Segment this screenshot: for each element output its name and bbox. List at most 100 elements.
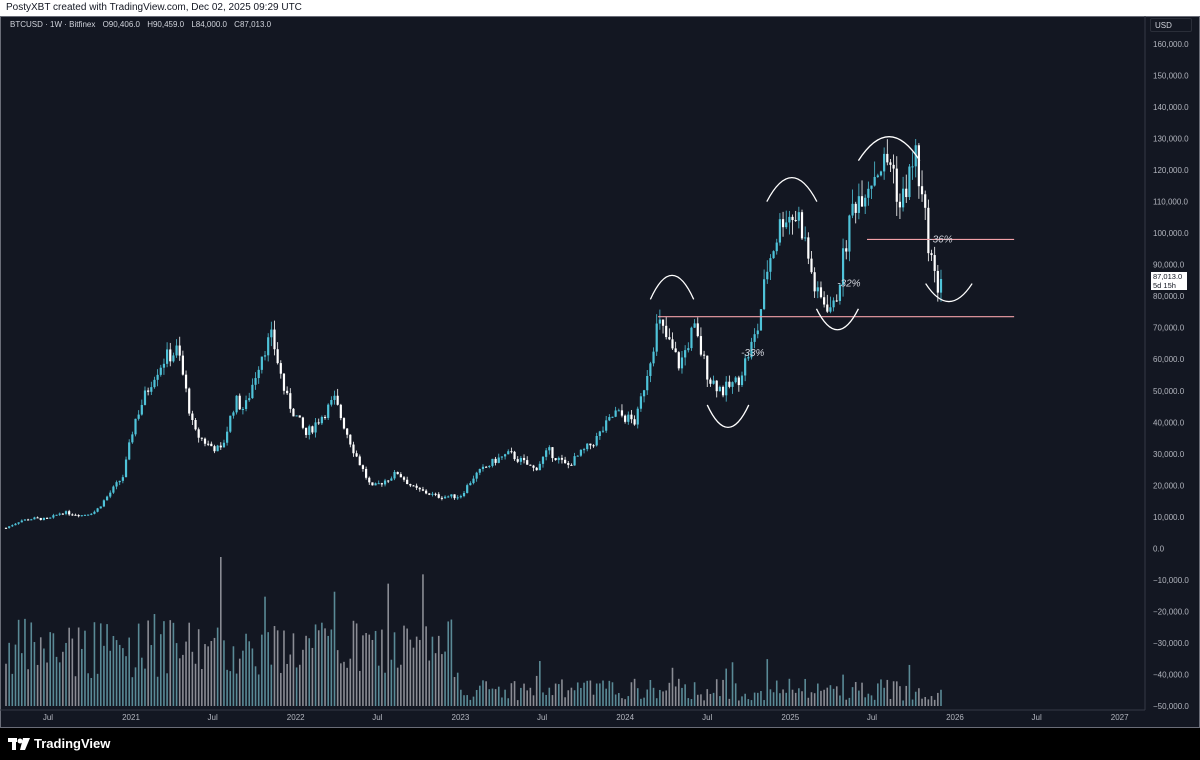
candle-body bbox=[99, 506, 102, 509]
volume-bar bbox=[652, 687, 655, 706]
candle-body bbox=[611, 416, 614, 418]
volume-bar bbox=[238, 658, 241, 706]
candle-body bbox=[49, 517, 52, 519]
candle-body bbox=[696, 323, 699, 337]
top-arc[interactable] bbox=[766, 177, 818, 202]
time-tick-label: Jul bbox=[702, 713, 712, 722]
tradingview-logo-icon bbox=[8, 737, 30, 750]
volume-bar bbox=[817, 683, 819, 706]
candle-body bbox=[642, 390, 646, 397]
volume-bar bbox=[842, 674, 844, 706]
volume-bar bbox=[43, 648, 45, 706]
ohlc-close: C87,013.0 bbox=[234, 20, 272, 29]
time-tick-label: 2021 bbox=[122, 713, 140, 722]
candle-body bbox=[383, 480, 387, 485]
volume-bar bbox=[321, 622, 323, 706]
volume-bar bbox=[248, 641, 251, 706]
volume-bar bbox=[621, 698, 623, 706]
volume-bar bbox=[640, 698, 642, 706]
candle-body bbox=[336, 395, 339, 405]
candle-body bbox=[617, 410, 620, 412]
chart-pane[interactable] bbox=[0, 16, 1200, 728]
candle-body bbox=[418, 487, 421, 490]
volume-bar bbox=[643, 697, 645, 706]
candle-body bbox=[908, 166, 911, 198]
volume-bar bbox=[292, 633, 295, 706]
volume-bar bbox=[463, 695, 465, 706]
candle-body bbox=[11, 525, 14, 527]
candle-body bbox=[219, 445, 222, 448]
top-arc[interactable] bbox=[857, 136, 921, 161]
volume-bar bbox=[835, 686, 838, 706]
candle-body bbox=[652, 351, 655, 364]
currency-label[interactable]: USD bbox=[1150, 18, 1192, 32]
volume-bar bbox=[902, 700, 904, 706]
volume-bar bbox=[665, 690, 667, 706]
candle-body bbox=[153, 379, 156, 388]
candle-body bbox=[753, 334, 756, 342]
candlesticks[interactable] bbox=[4, 139, 943, 529]
candle-body bbox=[690, 327, 693, 349]
volume-bar bbox=[630, 682, 633, 706]
volume-bar bbox=[384, 672, 386, 706]
volume-bar bbox=[899, 686, 901, 706]
volume-bar bbox=[513, 681, 516, 706]
candle-body bbox=[140, 404, 143, 415]
candle-body bbox=[188, 388, 191, 414]
candle-body bbox=[17, 522, 20, 524]
price-chart[interactable]: 160,000.0 150,000.0 140,000.0 130,000.0 120,… bbox=[0, 16, 1200, 728]
candle-body bbox=[781, 219, 785, 228]
volume-bar bbox=[425, 626, 427, 706]
time-scale[interactable]: Jul 2021 Jul 2022 Jul 2023 Jul 2024 Jul 2025 Jul 20… bbox=[43, 713, 1129, 722]
candle-body bbox=[857, 196, 860, 213]
candle-body bbox=[295, 415, 298, 417]
bottom-arc[interactable] bbox=[925, 283, 973, 302]
candle-body bbox=[636, 408, 639, 425]
bottom-arc[interactable] bbox=[815, 308, 859, 331]
volume-bar bbox=[453, 677, 456, 706]
price-scale[interactable]: 160,000.0 150,000.0 140,000.0 130,000.0 120,… bbox=[1153, 40, 1189, 711]
candle-body bbox=[804, 237, 807, 239]
volume-bar bbox=[839, 695, 841, 706]
volume-bar bbox=[49, 632, 52, 706]
volume-bar bbox=[741, 696, 743, 706]
volume-bar bbox=[267, 632, 269, 706]
top-arc[interactable] bbox=[649, 274, 695, 300]
volume-bar bbox=[491, 688, 494, 706]
candle-body bbox=[23, 519, 27, 521]
candle-body bbox=[627, 414, 630, 422]
candle-body bbox=[665, 325, 668, 338]
price-tick-label: 40,000.0 bbox=[1153, 418, 1185, 427]
candle-body bbox=[778, 219, 781, 243]
volume-bar bbox=[27, 669, 29, 706]
candle-body bbox=[630, 414, 633, 420]
candle-body bbox=[342, 418, 346, 429]
volume-bar bbox=[128, 637, 130, 706]
candle-body bbox=[244, 400, 248, 409]
candle-body bbox=[162, 363, 166, 368]
horizontal-levels[interactable] bbox=[658, 238, 1015, 318]
symbol-title[interactable]: BTCUSD · 1W · Bitfinex bbox=[10, 20, 96, 29]
volume-bar bbox=[801, 691, 803, 706]
volume-bar bbox=[883, 687, 885, 706]
volume-bar bbox=[365, 633, 367, 706]
bottom-arc[interactable] bbox=[706, 404, 750, 428]
time-tick-label: 2023 bbox=[452, 713, 470, 722]
candle-body bbox=[570, 464, 573, 466]
time-tick-label: Jul bbox=[208, 713, 218, 722]
volume-bar bbox=[810, 692, 813, 706]
drawn-arcs[interactable] bbox=[649, 136, 973, 428]
volume-bar bbox=[125, 656, 127, 706]
volume-bar bbox=[330, 629, 333, 706]
volume-bar bbox=[141, 657, 143, 706]
candle-body bbox=[763, 279, 766, 310]
volume-bar bbox=[444, 651, 446, 706]
candle-body bbox=[30, 519, 33, 521]
candle-body bbox=[715, 380, 718, 392]
volume-bar bbox=[118, 644, 121, 706]
candle-body bbox=[829, 307, 832, 312]
volume-bar bbox=[889, 698, 892, 706]
time-tick-label: Jul bbox=[43, 713, 53, 722]
volume-bar bbox=[529, 687, 532, 706]
tradingview-logo[interactable]: TradingView bbox=[8, 736, 110, 751]
